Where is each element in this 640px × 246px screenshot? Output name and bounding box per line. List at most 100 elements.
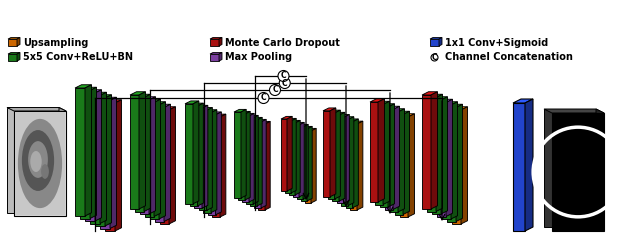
Polygon shape — [207, 112, 221, 115]
Polygon shape — [85, 90, 102, 93]
Polygon shape — [422, 92, 438, 95]
Polygon shape — [375, 101, 390, 105]
Polygon shape — [335, 110, 340, 199]
Polygon shape — [305, 128, 316, 131]
Polygon shape — [185, 104, 193, 204]
Polygon shape — [436, 94, 442, 212]
Polygon shape — [328, 113, 335, 199]
Polygon shape — [430, 37, 442, 39]
Polygon shape — [8, 52, 20, 54]
Polygon shape — [210, 39, 219, 46]
Polygon shape — [305, 131, 311, 203]
Polygon shape — [14, 111, 66, 216]
Ellipse shape — [28, 141, 48, 178]
Polygon shape — [241, 109, 246, 198]
Polygon shape — [380, 104, 394, 107]
Polygon shape — [105, 103, 115, 231]
Polygon shape — [105, 95, 111, 226]
Polygon shape — [370, 99, 385, 102]
Polygon shape — [437, 99, 452, 103]
Ellipse shape — [22, 130, 54, 191]
Polygon shape — [353, 119, 358, 208]
Polygon shape — [323, 108, 336, 111]
Text: C: C — [282, 78, 287, 88]
Polygon shape — [301, 129, 307, 201]
Polygon shape — [461, 107, 467, 224]
Polygon shape — [287, 116, 292, 191]
Polygon shape — [140, 100, 149, 214]
Polygon shape — [422, 95, 431, 209]
Polygon shape — [160, 107, 175, 110]
Polygon shape — [90, 92, 106, 95]
Polygon shape — [198, 103, 204, 206]
Polygon shape — [337, 115, 349, 117]
Polygon shape — [552, 113, 604, 231]
Polygon shape — [210, 54, 219, 61]
Polygon shape — [234, 112, 241, 198]
Polygon shape — [437, 103, 446, 216]
Polygon shape — [439, 37, 442, 46]
Polygon shape — [350, 121, 363, 124]
Polygon shape — [341, 117, 354, 120]
Polygon shape — [7, 108, 59, 213]
Polygon shape — [297, 124, 308, 127]
Polygon shape — [403, 111, 410, 215]
Polygon shape — [390, 109, 404, 112]
Polygon shape — [210, 52, 222, 54]
Polygon shape — [207, 108, 212, 210]
Polygon shape — [398, 109, 404, 212]
Polygon shape — [250, 117, 262, 120]
Polygon shape — [297, 127, 303, 199]
Text: C: C — [260, 93, 266, 103]
Polygon shape — [95, 90, 102, 221]
Polygon shape — [346, 119, 358, 122]
Polygon shape — [311, 128, 316, 203]
Polygon shape — [289, 123, 295, 195]
Polygon shape — [246, 118, 253, 204]
Polygon shape — [130, 92, 145, 95]
Polygon shape — [198, 110, 207, 210]
Polygon shape — [303, 124, 308, 199]
Polygon shape — [281, 119, 287, 191]
Circle shape — [269, 84, 280, 95]
Polygon shape — [160, 110, 169, 224]
Polygon shape — [339, 112, 345, 201]
Polygon shape — [357, 121, 363, 210]
Polygon shape — [431, 92, 438, 209]
Polygon shape — [210, 37, 222, 39]
Polygon shape — [238, 111, 250, 114]
Polygon shape — [442, 105, 451, 219]
Polygon shape — [388, 104, 394, 207]
Polygon shape — [194, 105, 208, 108]
Polygon shape — [85, 85, 92, 216]
Polygon shape — [155, 108, 164, 221]
Polygon shape — [400, 117, 408, 217]
Polygon shape — [257, 117, 262, 206]
Polygon shape — [442, 102, 458, 105]
Polygon shape — [285, 118, 296, 121]
Polygon shape — [216, 112, 221, 215]
Polygon shape — [144, 94, 150, 212]
Polygon shape — [432, 100, 441, 214]
Polygon shape — [301, 126, 312, 129]
Polygon shape — [249, 113, 254, 202]
Polygon shape — [90, 95, 100, 224]
Polygon shape — [293, 125, 299, 197]
Polygon shape — [261, 119, 266, 208]
Polygon shape — [289, 120, 300, 123]
Polygon shape — [346, 122, 353, 208]
Polygon shape — [254, 119, 266, 122]
Text: Monte Carlo Dropout: Monte Carlo Dropout — [225, 37, 340, 47]
Polygon shape — [258, 121, 270, 124]
Polygon shape — [253, 115, 258, 204]
Polygon shape — [202, 105, 208, 208]
Polygon shape — [149, 97, 156, 214]
Polygon shape — [281, 116, 292, 119]
Polygon shape — [293, 123, 304, 125]
Polygon shape — [242, 116, 249, 202]
Polygon shape — [8, 39, 17, 46]
Circle shape — [258, 92, 269, 104]
Polygon shape — [378, 99, 385, 202]
Polygon shape — [159, 102, 166, 219]
Polygon shape — [456, 104, 463, 221]
